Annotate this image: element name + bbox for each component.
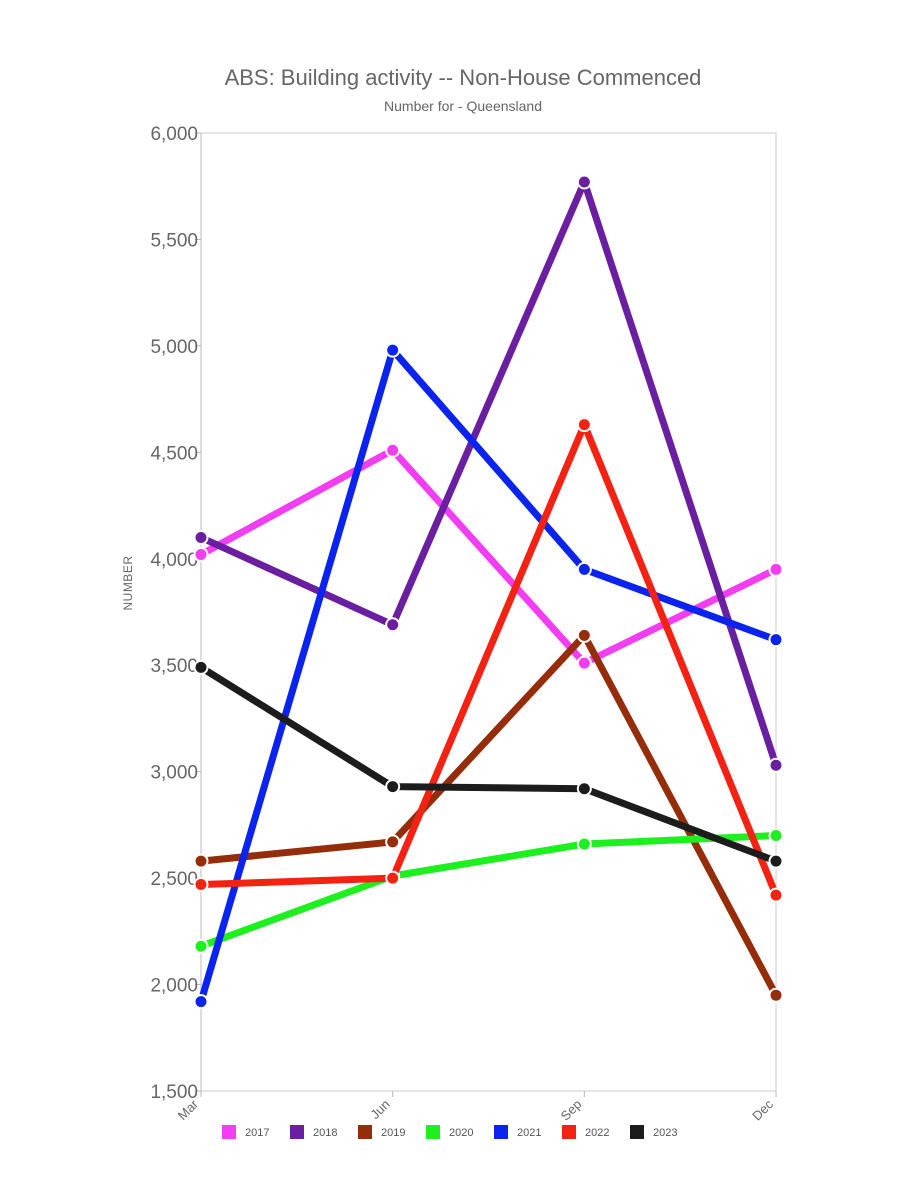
data-point[interactable] <box>193 529 209 545</box>
data-point[interactable] <box>385 617 401 633</box>
series-line <box>197 346 780 1006</box>
y-tick-label: 2,000 <box>150 976 198 997</box>
x-tick-label: Sep <box>557 1097 584 1124</box>
legend-label: 2017 <box>245 1127 269 1139</box>
data-point[interactable] <box>576 781 592 797</box>
legend: 2017 2018 2019 2020 2021 2022 2023 <box>222 1125 677 1139</box>
y-tick-label: 4,000 <box>150 550 198 571</box>
data-point[interactable] <box>385 870 401 886</box>
legend-label: 2020 <box>449 1127 473 1139</box>
x-tick-label: Dec <box>749 1096 776 1123</box>
data-point[interactable] <box>385 442 401 458</box>
data-point[interactable] <box>193 876 209 892</box>
y-axis-label: NUMBER <box>121 555 135 610</box>
data-point[interactable] <box>768 853 784 869</box>
data-point[interactable] <box>576 627 592 643</box>
series-line <box>197 663 780 865</box>
legend-swatch <box>358 1125 372 1139</box>
data-point[interactable] <box>768 632 784 648</box>
data-point[interactable] <box>193 938 209 954</box>
legend-swatch <box>222 1125 236 1139</box>
series-line <box>197 832 780 950</box>
y-tick-label: 5,500 <box>150 230 198 251</box>
legend-item[interactable]: 2019 <box>358 1125 405 1139</box>
legend-label: 2023 <box>653 1127 677 1139</box>
series-2018 <box>193 174 784 773</box>
chart-title: ABS: Building activity -- Non-House Comm… <box>225 65 702 90</box>
legend-label: 2021 <box>517 1127 541 1139</box>
series-2021 <box>193 342 784 1010</box>
legend-swatch <box>630 1125 644 1139</box>
series-2023 <box>193 659 784 869</box>
legend-label: 2022 <box>585 1127 609 1139</box>
data-point[interactable] <box>768 828 784 844</box>
data-point[interactable] <box>576 655 592 671</box>
legend-item[interactable]: 2017 <box>222 1125 269 1139</box>
legend-item[interactable]: 2023 <box>630 1125 677 1139</box>
legend-label: 2019 <box>381 1127 405 1139</box>
data-point[interactable] <box>193 659 209 675</box>
data-point[interactable] <box>768 561 784 577</box>
series-2019 <box>193 627 784 1003</box>
y-tick-label: 4,500 <box>150 443 198 464</box>
y-tick-label: 6,000 <box>150 124 198 145</box>
legend-label: 2018 <box>313 1127 337 1139</box>
data-point[interactable] <box>193 853 209 869</box>
data-point[interactable] <box>385 779 401 795</box>
data-point[interactable] <box>576 836 592 852</box>
data-point[interactable] <box>193 547 209 563</box>
y-tick-label: 2,500 <box>150 869 198 890</box>
series-2017 <box>193 442 784 671</box>
data-point[interactable] <box>576 417 592 433</box>
y-tick-label: 3,500 <box>150 656 198 677</box>
legend-item[interactable]: 2018 <box>290 1125 337 1139</box>
y-tick-label: 5,000 <box>150 337 198 358</box>
x-tick-label: Jun <box>367 1097 392 1122</box>
series-line <box>197 446 780 667</box>
legend-swatch <box>494 1125 508 1139</box>
legend-item[interactable]: 2020 <box>426 1125 473 1139</box>
data-point[interactable] <box>768 987 784 1003</box>
data-point[interactable] <box>193 994 209 1010</box>
legend-swatch <box>562 1125 576 1139</box>
data-point[interactable] <box>576 561 592 577</box>
series-line <box>197 631 780 999</box>
data-point[interactable] <box>768 887 784 903</box>
series-2022 <box>193 417 784 903</box>
data-point[interactable] <box>576 174 592 190</box>
legend-swatch <box>426 1125 440 1139</box>
legend-item[interactable]: 2022 <box>562 1125 609 1139</box>
legend-swatch <box>290 1125 304 1139</box>
data-point[interactable] <box>768 757 784 773</box>
legend-item[interactable]: 2021 <box>494 1125 541 1139</box>
series-line <box>197 178 780 769</box>
data-point[interactable] <box>385 834 401 850</box>
y-tick-label: 3,000 <box>150 763 198 784</box>
series-line <box>197 421 780 899</box>
chart-subtitle: Number for - Queensland <box>384 98 542 114</box>
y-tick-label: 1,500 <box>150 1082 198 1103</box>
data-point[interactable] <box>385 342 401 358</box>
